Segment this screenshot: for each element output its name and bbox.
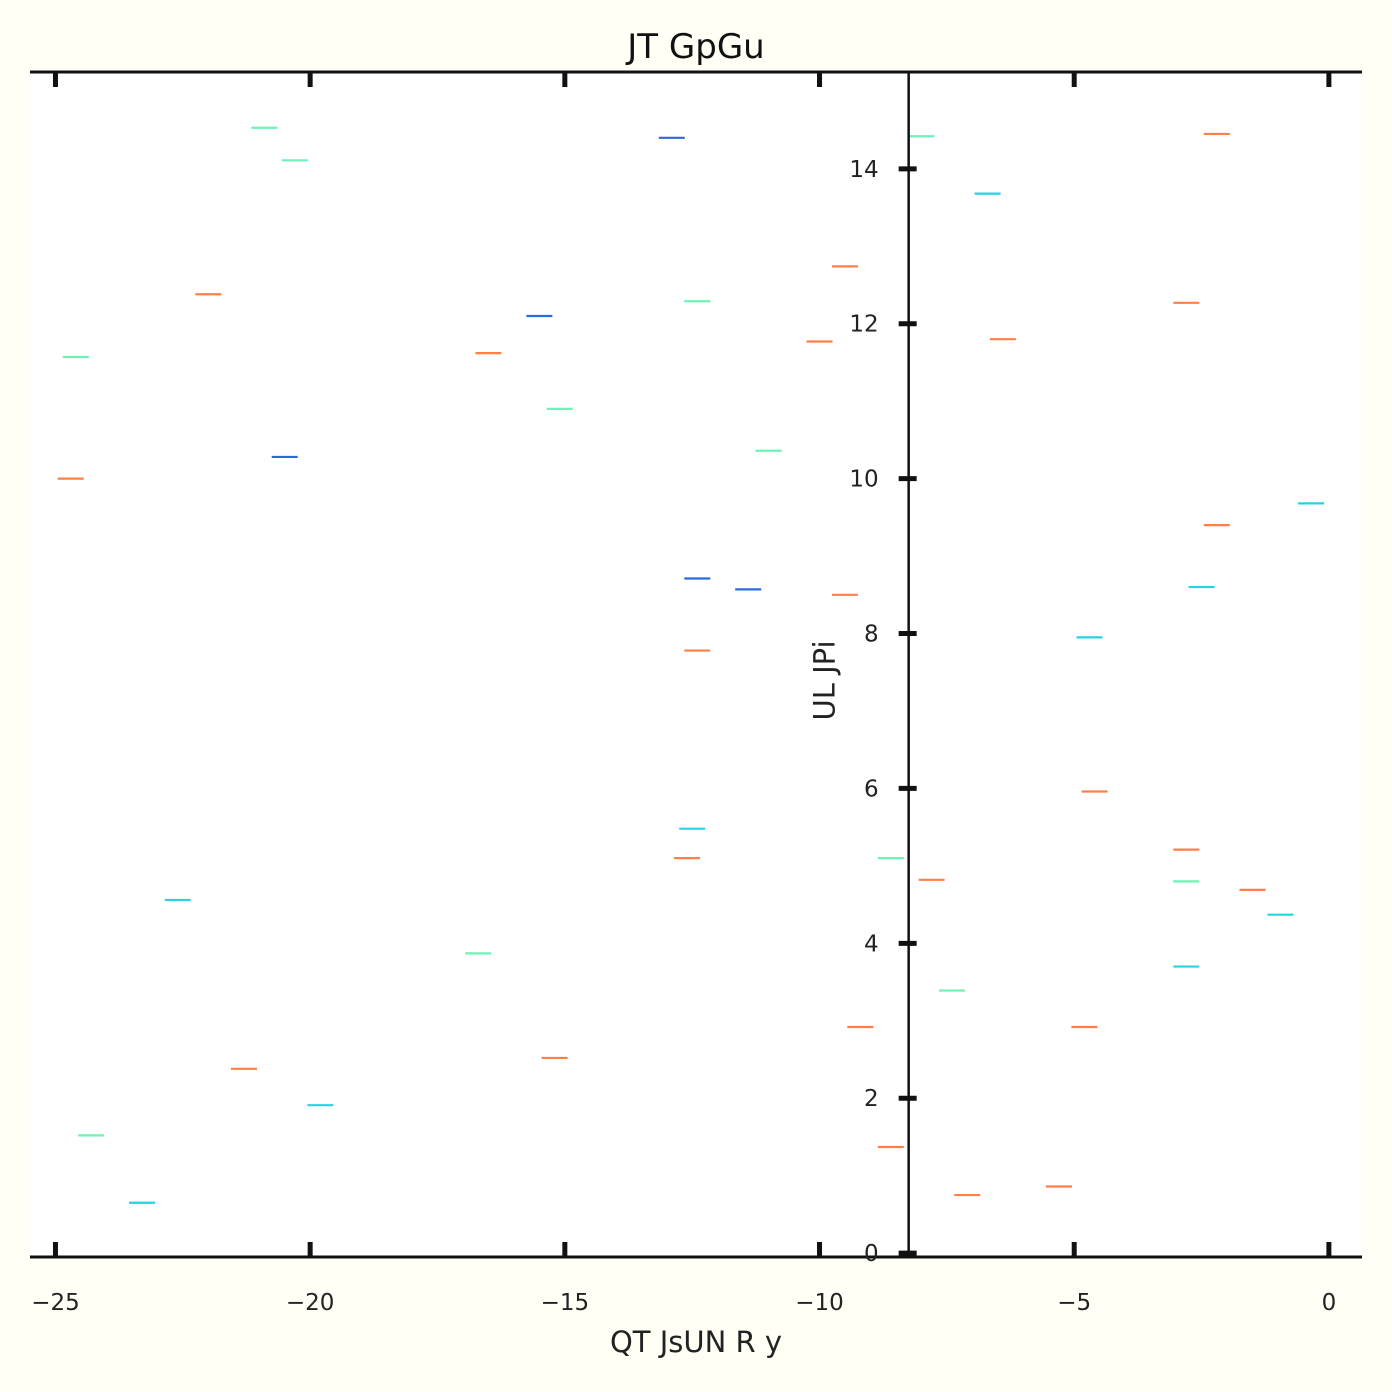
x-tick-label: −10 [795, 1290, 844, 1316]
y-tick-label: 0 [864, 1241, 879, 1267]
x-axis-ticks: −25 −20 −15 −10 −5 0 [31, 72, 1336, 1316]
y-tick-label: 6 [864, 776, 879, 802]
y-tick-label: 10 [849, 467, 878, 493]
x-tick-label: −5 [1057, 1290, 1091, 1316]
x-tick-label: −25 [31, 1290, 80, 1316]
data-points [57, 126, 1325, 1204]
y-tick-label: 4 [864, 931, 879, 957]
y-tick-label: 8 [864, 622, 879, 648]
y-tick-label: 14 [849, 157, 878, 183]
x-tick-label: 0 [1322, 1290, 1337, 1316]
plot-background [30, 72, 1362, 1257]
x-tick-label: −20 [286, 1290, 335, 1316]
x-axis-label: QT JsUN R y [610, 1325, 782, 1359]
y-axis-label: UL JPi [808, 640, 842, 720]
y-tick-label: 12 [849, 312, 878, 338]
y-axis-ticks: 0 2 4 6 8 10 12 14 [849, 157, 917, 1267]
y-tick-label: 2 [864, 1086, 879, 1112]
plot-area: −25 −20 −15 −10 −5 0 0 2 4 6 8 10 12 14 [30, 70, 1362, 1316]
chart-title: JT GpGu [625, 27, 764, 67]
x-tick-label: −15 [541, 1290, 590, 1316]
